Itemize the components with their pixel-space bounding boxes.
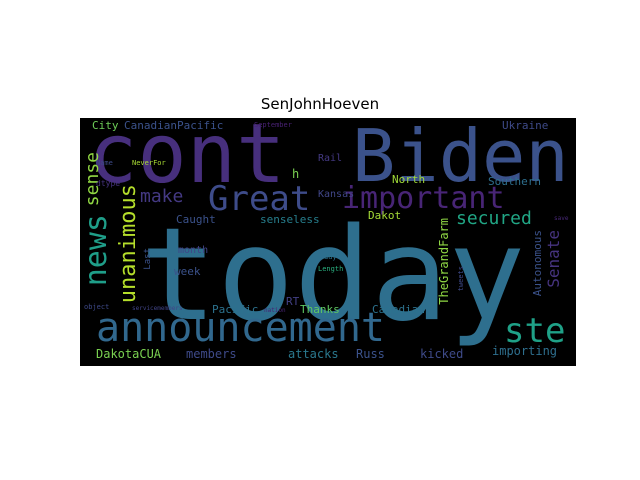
word-caught: Caught [176,213,216,226]
word-h: h [292,167,300,181]
word-length: Length [318,265,344,273]
word-thegrandfarm: TheGrandFarm [437,218,451,305]
word-pacific: Pacific [212,303,259,316]
word-rail: Rail [318,153,343,164]
word-servicemembers: servicemembers [132,305,183,312]
figure-title: SenJohnHoeven [260,95,380,113]
word-september: September [254,121,292,129]
word-tweets: tweets [457,266,465,292]
word-unanimous: unanimous [116,184,141,304]
word-north: North [392,173,426,186]
word-kicked: kicked [420,347,464,361]
word-last: Last [143,248,153,270]
word-southern: Southern [488,175,541,188]
word-members: members [186,347,237,361]
word-news: news [80,214,114,287]
word-cont: cont [88,118,286,202]
word-importing: importing [492,344,558,358]
word-senseless: senseless [260,213,320,226]
word-canadianpacific: CanadianPacific [124,119,224,132]
word-ukraine: Ukraine [502,119,549,132]
word-cloud: today cont Biden announcement Great impo… [80,118,576,366]
word-neverfor: NeverFor [132,159,166,167]
word-rt: RT [286,295,300,308]
word-object: object [84,303,110,311]
word-russ: Russ [356,347,385,361]
word-nation: nation [264,307,286,314]
word-thanks: Thanks [300,303,340,316]
word-kansas: Kansas [318,189,355,200]
word-autonomous: Autonomous [531,230,544,297]
word-dakotacua: DakotaCUA [96,347,162,361]
word-make: make [140,186,184,207]
word-month: month [178,245,209,256]
word-important: important [342,181,505,216]
word-day: day [324,253,337,261]
word-attacks: attacks [288,347,339,361]
word-announcement: announcement [96,305,385,351]
word-dakot: Dakot [368,209,402,222]
word-today: today [140,201,526,350]
word-name: Name [96,159,113,167]
word-save: save [554,215,569,222]
word-city: City [92,119,119,132]
word-dtype: dtype [96,179,121,188]
word-great: Great [208,179,311,219]
word-secured: secured [456,208,532,229]
word-senate: Senate [544,230,563,288]
word-canadian: Canadian [372,303,425,316]
word-week: week [174,265,201,278]
word-ste: ste [504,311,566,351]
word-biden: Biden [352,118,569,198]
